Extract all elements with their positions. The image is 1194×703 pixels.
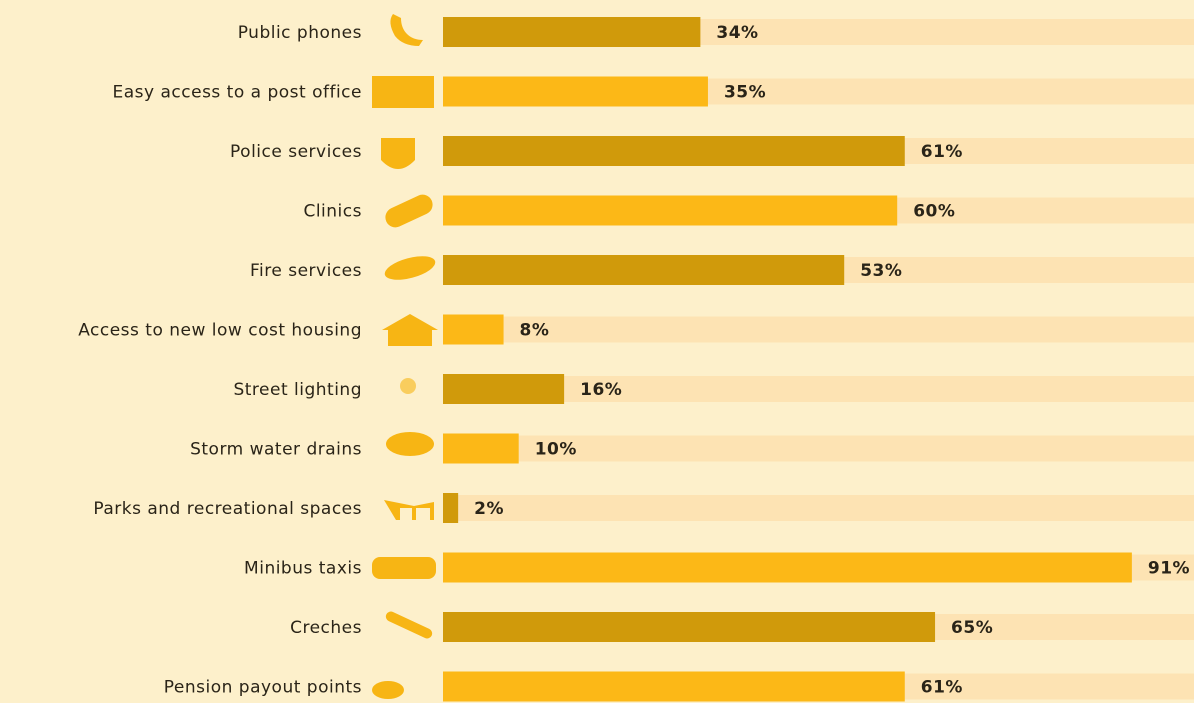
category-label: Public phones [238, 23, 362, 43]
bar [443, 671, 905, 702]
icons [372, 14, 438, 699]
category-label: Storm water drains [190, 440, 362, 460]
house-icon [382, 314, 438, 346]
category-label: Access to new low cost housing [78, 321, 362, 341]
category-label: Street lighting [233, 380, 362, 400]
track [443, 435, 1194, 462]
bar [443, 136, 905, 166]
value-label: 61% [921, 678, 963, 698]
horse-icon [384, 500, 434, 520]
bar [443, 493, 459, 523]
category-label: Pension payout points [164, 678, 362, 698]
value-label: 61% [921, 142, 963, 162]
bar [443, 374, 565, 404]
value-label: 34% [716, 23, 758, 43]
value-label: 8% [520, 321, 550, 341]
bar [443, 314, 504, 345]
bar [443, 612, 936, 642]
value-label: 91% [1148, 559, 1190, 579]
fire-icon [384, 256, 436, 280]
value-label: 60% [913, 202, 955, 222]
spoon-icon [372, 681, 404, 699]
value-label: 53% [860, 261, 902, 281]
pill-icon [385, 194, 433, 228]
category-label: Parks and recreational spaces [93, 499, 362, 519]
value-label: 2% [474, 499, 504, 519]
bar [443, 17, 701, 47]
taxi-icon [372, 557, 436, 579]
category-label: Police services [230, 142, 362, 162]
bar [443, 195, 898, 226]
value-label: 10% [535, 440, 577, 460]
phone-icon [390, 14, 423, 46]
value-label: 35% [724, 83, 766, 103]
pin-icon [385, 611, 433, 639]
value-label: 65% [951, 618, 993, 638]
track [443, 316, 1194, 343]
bar [443, 255, 845, 285]
value-label: 16% [580, 380, 622, 400]
category-label: Fire services [250, 261, 362, 281]
mail-icon [372, 76, 434, 108]
category-label: Easy access to a post office [113, 83, 362, 103]
badge-icon [381, 138, 415, 169]
category-label: Minibus taxis [244, 559, 362, 579]
track [443, 495, 1194, 521]
light-icon [400, 378, 416, 394]
cloud-icon [386, 432, 434, 456]
category-label: Clinics [303, 202, 362, 222]
bar [443, 433, 519, 464]
category-label: Creches [290, 618, 362, 638]
bar [443, 552, 1132, 583]
bar [443, 76, 708, 107]
track [443, 376, 1194, 402]
